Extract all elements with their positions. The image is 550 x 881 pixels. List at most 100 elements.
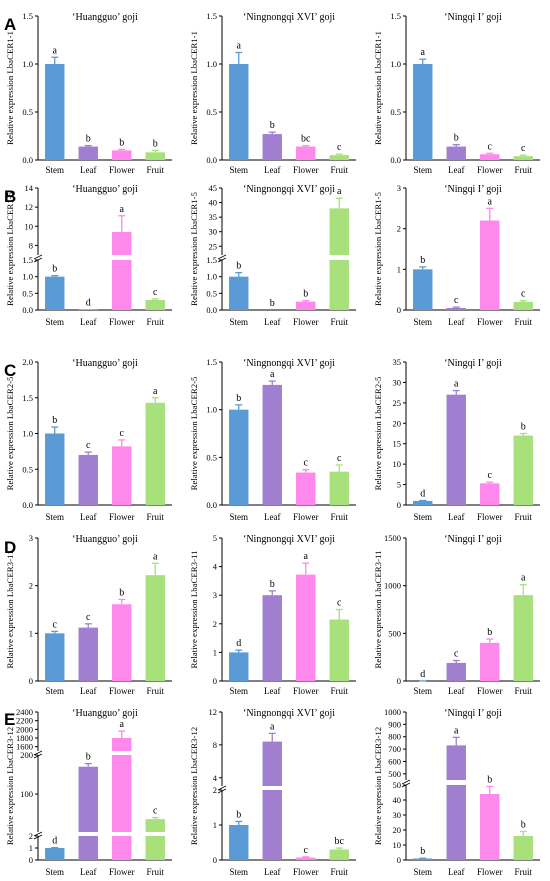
y-tick-label: 0 bbox=[213, 855, 217, 865]
significance-letter: c bbox=[337, 598, 342, 609]
y-tick-label: 10 bbox=[25, 221, 34, 231]
x-tick-label: Fruit bbox=[330, 317, 348, 327]
bar-leaf bbox=[446, 662, 466, 681]
y-axis-label: Relative expression LbaCER2-5 bbox=[373, 376, 383, 490]
significance-letter: c bbox=[86, 612, 91, 623]
significance-letter: b bbox=[236, 810, 241, 821]
x-tick-label: Flower bbox=[293, 512, 319, 522]
y-tick-label: 35 bbox=[393, 357, 402, 367]
x-tick-label: Fruit bbox=[330, 165, 348, 175]
y-tick-label: 0.0 bbox=[206, 155, 217, 165]
significance-letter: a bbox=[270, 721, 275, 732]
y-tick-label: 3 bbox=[397, 183, 401, 193]
significance-letter: b bbox=[521, 422, 526, 433]
bar-stem bbox=[413, 269, 433, 310]
y-tick-label: 5 bbox=[397, 480, 401, 490]
bar-fruit bbox=[329, 260, 349, 310]
panel-letter-b: B bbox=[4, 187, 16, 206]
x-tick-label: Leaf bbox=[264, 867, 280, 877]
chart-d-2: ‘Ningnongqi XVI’ goji 0 1 2 3 4 5 Relative expr… bbox=[189, 533, 356, 696]
y-tick-label: 1.5 bbox=[22, 255, 33, 265]
bar-fruit bbox=[329, 471, 349, 505]
y-tick-label: 5 bbox=[213, 533, 217, 543]
bar-stem bbox=[45, 64, 65, 160]
y-tick-label: 1600 bbox=[16, 742, 33, 752]
x-tick-label: Leaf bbox=[264, 165, 280, 175]
bar-flower bbox=[480, 483, 500, 505]
bar-stem bbox=[45, 433, 65, 505]
bar-leaf bbox=[262, 384, 282, 505]
bar-fruit bbox=[145, 402, 165, 505]
significance-letter: c bbox=[304, 845, 309, 856]
x-tick-label: Fruit bbox=[146, 686, 164, 696]
significance-letter: a bbox=[153, 551, 158, 562]
bar-stem bbox=[413, 500, 433, 505]
y-tick-label: 1 bbox=[29, 628, 33, 638]
y-tick-label: 1.0 bbox=[22, 59, 33, 69]
y-tick-label: 30 bbox=[393, 810, 402, 820]
bar-flower bbox=[112, 446, 132, 505]
x-tick-label: Fruit bbox=[330, 512, 348, 522]
significance-letter: a bbox=[304, 551, 309, 562]
y-tick-label: 1.0 bbox=[22, 272, 33, 282]
y-tick-label: 600 bbox=[388, 756, 401, 766]
significance-letter: bc bbox=[301, 134, 311, 145]
bar-flower bbox=[112, 260, 132, 310]
x-tick-label: Fruit bbox=[514, 867, 532, 877]
y-tick-label: 40 bbox=[209, 198, 218, 208]
y-tick-label: 30 bbox=[209, 227, 218, 237]
x-tick-label: Stem bbox=[45, 867, 64, 877]
chart-title: ‘Ningnongqi XVI’ goji bbox=[243, 708, 335, 719]
significance-letter: b bbox=[86, 752, 91, 763]
y-tick-label: 0.5 bbox=[206, 107, 217, 117]
bar-stem bbox=[45, 633, 65, 681]
chart-b-3: ‘Ningqi I’ goji 0 1 2 3 Relative expression L… bbox=[373, 183, 540, 327]
y-tick-label: 8 bbox=[213, 740, 217, 750]
y-tick-label: 3 bbox=[213, 590, 217, 600]
bar-stem bbox=[413, 64, 433, 160]
bar-flower bbox=[480, 642, 500, 681]
y-tick-label: 0.0 bbox=[22, 500, 33, 510]
x-tick-label: Stem bbox=[45, 686, 64, 696]
y-tick-label: 12 bbox=[209, 707, 218, 717]
bar-leaf bbox=[262, 134, 282, 160]
chart-title: ‘Huangguo’ goji bbox=[72, 534, 138, 545]
y-tick-label: 0.0 bbox=[22, 305, 33, 315]
y-tick-label: 1800 bbox=[16, 733, 33, 743]
y-axis-label: Relative expression LbaCER3-12 bbox=[189, 727, 199, 845]
significance-letter: a bbox=[488, 196, 493, 207]
chart-title: ‘Ningnongqi XVI’ goji bbox=[243, 184, 335, 195]
x-tick-label: Leaf bbox=[448, 686, 464, 696]
panel-letter-c: C bbox=[4, 361, 16, 380]
x-tick-label: Leaf bbox=[448, 512, 464, 522]
significance-letter: a bbox=[153, 386, 158, 397]
x-tick-label: Stem bbox=[45, 317, 64, 327]
y-tick-label: 1.0 bbox=[390, 59, 401, 69]
axis-break-mark bbox=[33, 750, 43, 759]
significance-letter: a bbox=[237, 40, 242, 51]
bar-fruit bbox=[513, 301, 533, 310]
significance-letter: b bbox=[420, 255, 425, 266]
chart-title: ‘Ningnongqi XVI’ goji bbox=[243, 12, 335, 23]
axis-break-mark bbox=[217, 785, 227, 794]
y-tick-label: 1 bbox=[213, 820, 217, 830]
x-tick-label: Leaf bbox=[448, 317, 464, 327]
axis-break-mark bbox=[33, 831, 43, 840]
y-tick-label: 0.5 bbox=[206, 452, 217, 462]
significance-letter: a bbox=[120, 719, 125, 730]
y-tick-label: 0.5 bbox=[22, 464, 33, 474]
x-tick-label: Fruit bbox=[514, 686, 532, 696]
x-tick-label: Leaf bbox=[448, 165, 464, 175]
y-tick-label: 50 bbox=[393, 780, 402, 790]
significance-letter: a bbox=[337, 186, 342, 197]
bar-flower bbox=[296, 146, 316, 160]
y-axis-label: Relative expression LbaCER3-11 bbox=[5, 551, 15, 669]
chart-c-1: ‘Huangguo’ goji 0.0 0.5 1.0 1.5 2.0 Relative e… bbox=[5, 357, 172, 522]
x-tick-label: Leaf bbox=[448, 867, 464, 877]
y-tick-label: 2 bbox=[29, 581, 33, 591]
chart-title: ‘Ningnongqi XVI’ goji bbox=[243, 534, 335, 545]
y-tick-label: 15 bbox=[393, 439, 402, 449]
significance-letter: b bbox=[270, 298, 275, 309]
y-axis-label: Relative expression LbaCER3-12 bbox=[5, 727, 15, 845]
bar-fruit bbox=[145, 836, 165, 860]
